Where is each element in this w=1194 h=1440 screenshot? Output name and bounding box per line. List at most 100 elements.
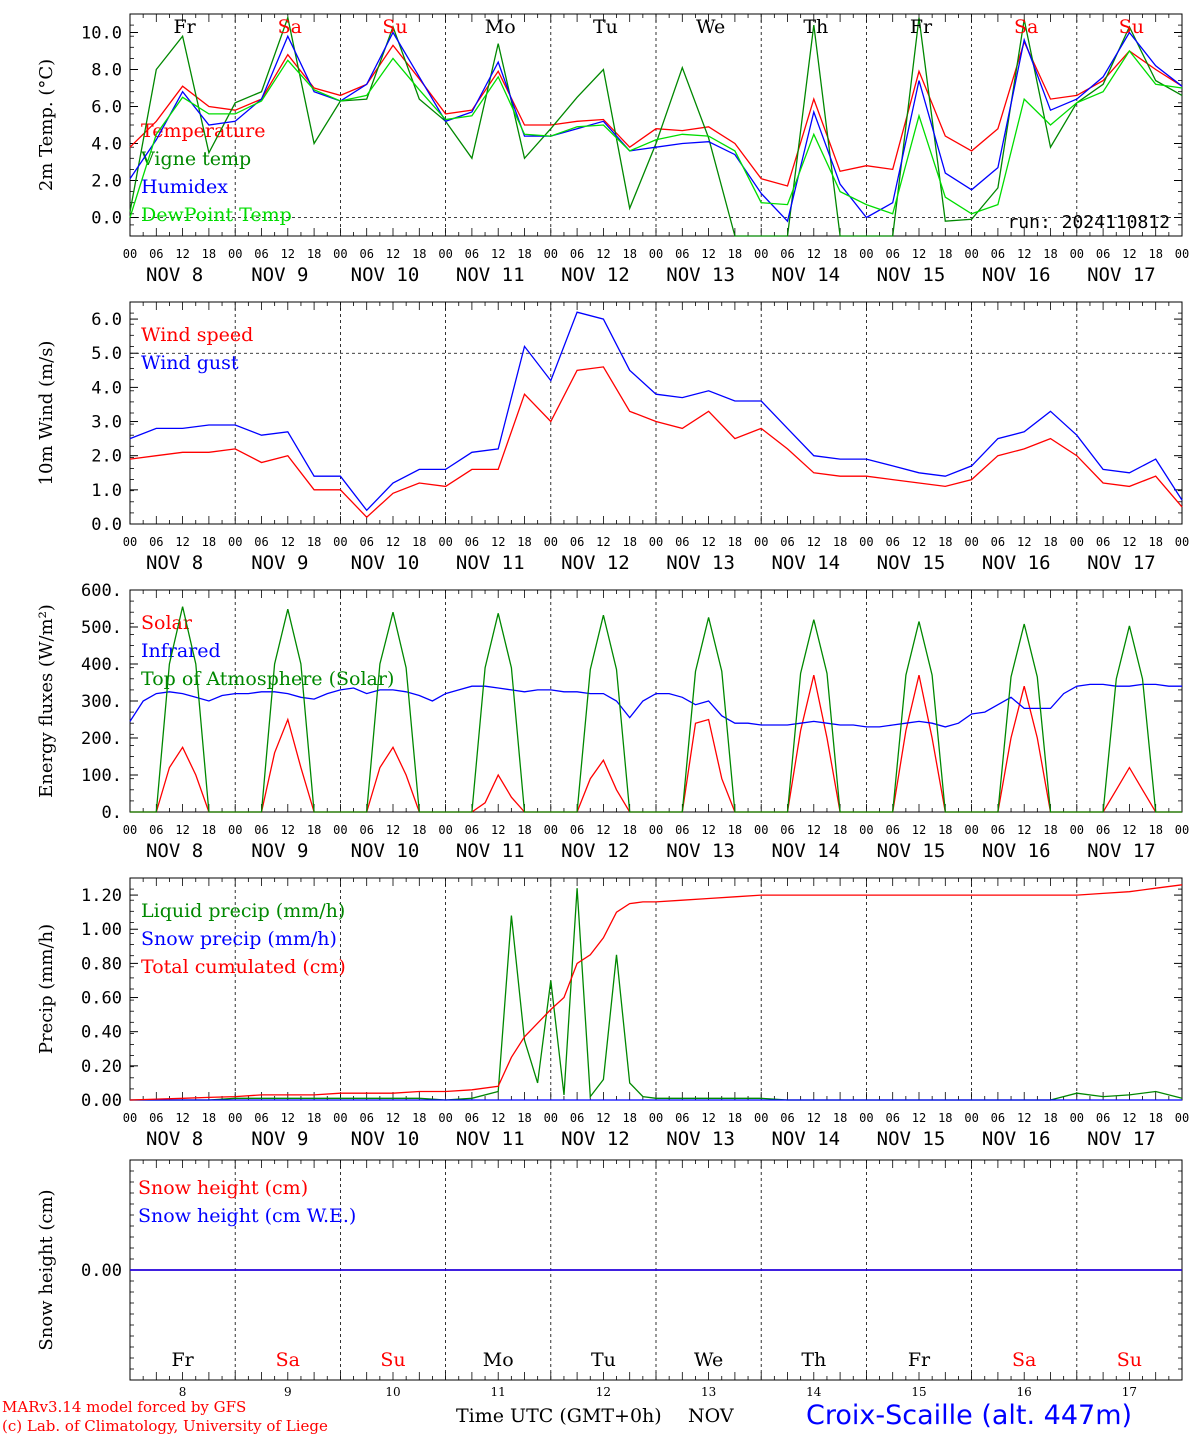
hour-label: 12	[912, 247, 926, 261]
day-label: NOV 13	[666, 264, 735, 286]
hour-label: 00	[544, 1111, 558, 1125]
hour-label: 12	[175, 535, 189, 549]
weekday-name: Su	[1117, 1349, 1142, 1371]
day-label: NOV 11	[456, 840, 525, 862]
day-label: NOV 9	[251, 552, 308, 574]
hour-label: 06	[675, 1111, 689, 1125]
hour-label: 00	[1070, 1111, 1084, 1125]
day-label: NOV 9	[251, 840, 308, 862]
hour-label: 00	[333, 535, 347, 549]
day-label: NOV 16	[982, 552, 1051, 574]
hour-label: 00	[964, 1111, 978, 1125]
hour-label: 06	[570, 535, 584, 549]
legend-entry: Temperature	[141, 120, 265, 142]
day-number: 15	[911, 1385, 926, 1399]
series-line-wind-gust	[129, 311, 1183, 512]
hour-label: 00	[544, 535, 558, 549]
hour-label: 12	[491, 247, 505, 261]
hour-label: 12	[281, 247, 295, 261]
y-tick-label: 0.0	[91, 209, 122, 229]
chart-panel-2: 0.0 1.0 2.0 3.0 4.0 5.0 6.0 10m Wind (m/s) Wind …	[36, 301, 1189, 574]
day-label: NOV 13	[666, 840, 735, 862]
hour-label: 18	[202, 535, 216, 549]
day-label: NOV 9	[251, 264, 308, 286]
hour-label: 00	[228, 535, 242, 549]
hour-label: 06	[254, 535, 268, 549]
day-label: NOV 14	[771, 552, 840, 574]
hour-label: 18	[622, 1111, 636, 1125]
hour-label: 06	[149, 535, 163, 549]
hour-label: 00	[754, 247, 768, 261]
hour-label: 12	[1122, 535, 1136, 549]
hour-label: 18	[412, 247, 426, 261]
series-line-solar	[130, 674, 1182, 813]
hour-label: 06	[780, 823, 794, 837]
hour-label: 00	[1070, 535, 1084, 549]
y-tick-label: 200.	[81, 729, 122, 749]
hour-label: 00	[649, 535, 663, 549]
hour-label: 00	[333, 823, 347, 837]
hour-label: 00	[123, 247, 137, 261]
hour-label: 00	[1070, 823, 1084, 837]
hour-label: 00	[964, 247, 978, 261]
y-tick-label: 0.40	[81, 1023, 122, 1043]
y-tick-label: 0.60	[81, 989, 122, 1009]
hour-label: 18	[517, 823, 531, 837]
day-label: NOV 13	[666, 552, 735, 574]
series-line-dewpoint-temp	[129, 49, 1183, 218]
hour-label: 18	[1148, 247, 1162, 261]
day-label: NOV 17	[1087, 264, 1156, 286]
weekday-name: Sa	[276, 1349, 300, 1371]
hour-label: 18	[202, 1111, 216, 1125]
hour-label: 12	[596, 823, 610, 837]
hour-label: 12	[386, 247, 400, 261]
y-tick-label: 2.0	[91, 447, 122, 467]
hour-label: 00	[964, 823, 978, 837]
y-axis-label: 2m Temp. (°C)	[36, 59, 57, 191]
hour-label: 06	[675, 823, 689, 837]
hour-label: 06	[991, 247, 1005, 261]
credit-model: MARv3.14 model forced by GFS	[2, 1398, 247, 1416]
hour-label: 00	[438, 247, 452, 261]
hour-label: 18	[938, 535, 952, 549]
y-tick-label: 0.	[102, 803, 122, 823]
series-line-humidex	[129, 31, 1183, 223]
hour-label: 12	[1017, 535, 1031, 549]
hour-label: 12	[281, 1111, 295, 1125]
day-label: NOV 8	[146, 1128, 203, 1150]
day-label: NOV 8	[146, 264, 203, 286]
weekday-name: Th	[801, 1349, 826, 1371]
hour-label: 18	[202, 823, 216, 837]
hour-label: 00	[228, 1111, 242, 1125]
y-tick-label: 400.	[81, 655, 122, 675]
hour-label: 00	[438, 1111, 452, 1125]
weekday-name: Mo	[485, 16, 516, 38]
hour-label: 00	[649, 247, 663, 261]
hour-label: 00	[964, 535, 978, 549]
hour-label: 06	[991, 823, 1005, 837]
hour-label: 18	[622, 535, 636, 549]
hour-label: 12	[1017, 247, 1031, 261]
hour-label: 18	[1043, 535, 1057, 549]
y-tick-label: 1.20	[81, 886, 122, 906]
hour-label: 12	[491, 535, 505, 549]
hour-label: 00	[649, 823, 663, 837]
hour-label: 18	[1043, 823, 1057, 837]
y-tick-label: 8.0	[91, 61, 122, 81]
legend-entry: Liquid precip (mm/h)	[141, 900, 345, 922]
hour-label: 12	[596, 535, 610, 549]
day-label: NOV 15	[877, 264, 946, 286]
day-label: NOV 15	[877, 552, 946, 574]
hour-label: 18	[1043, 1111, 1057, 1125]
hour-label: 06	[359, 535, 373, 549]
hour-label: 06	[254, 823, 268, 837]
hour-label: 00	[438, 823, 452, 837]
day-label: NOV 10	[351, 264, 420, 286]
legend-entry: Wind speed	[141, 324, 253, 346]
series-line-infrared	[129, 683, 1182, 728]
y-tick-label: 600.	[81, 581, 122, 601]
weekday-name: We	[696, 16, 725, 38]
day-label: NOV 13	[666, 1128, 735, 1150]
hour-label: 12	[175, 823, 189, 837]
